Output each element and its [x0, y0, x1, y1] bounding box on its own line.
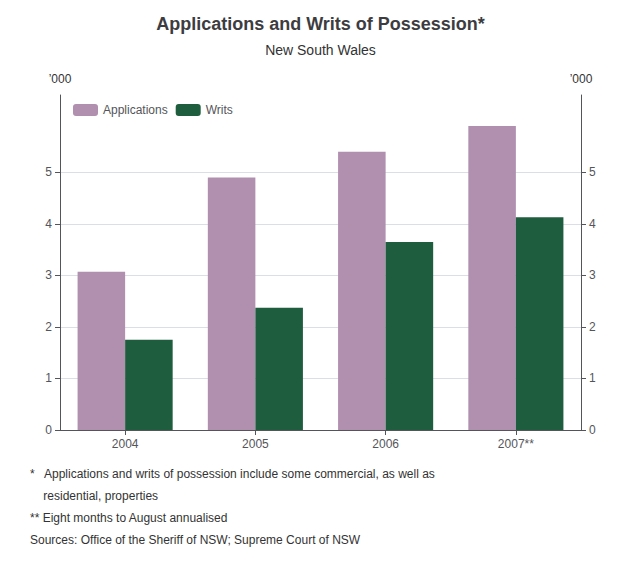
svg-text:Sources: Office of the Sheriff: Sources: Office of the Sheriff of NSW; S…	[30, 533, 361, 547]
svg-text:2004: 2004	[112, 437, 139, 451]
svg-text:Applications: Applications	[103, 103, 168, 117]
svg-text:1: 1	[589, 371, 596, 385]
svg-text:4: 4	[589, 217, 596, 231]
svg-text:residential, properties: residential, properties	[30, 489, 158, 503]
svg-text:0: 0	[45, 423, 52, 437]
svg-text:5: 5	[45, 165, 52, 179]
svg-text:** Eight months to August annu: ** Eight months to August annualised	[30, 511, 227, 525]
svg-text:2007**: 2007**	[498, 437, 534, 451]
svg-text:Applications and Writs of Poss: Applications and Writs of Possession*	[156, 14, 485, 34]
svg-text:2: 2	[589, 320, 596, 334]
svg-text:0: 0	[589, 423, 596, 437]
svg-text:* Applications and writs of: * Applications and writs of possession i…	[30, 467, 435, 481]
svg-text:Writs: Writs	[206, 103, 233, 117]
svg-text:1: 1	[45, 371, 52, 385]
svg-text:2: 2	[45, 320, 52, 334]
svg-text:4: 4	[45, 217, 52, 231]
svg-text:2005: 2005	[242, 437, 269, 451]
svg-text:5: 5	[589, 165, 596, 179]
svg-text:2006: 2006	[372, 437, 399, 451]
svg-text:’000: ’000	[49, 72, 72, 86]
svg-text:3: 3	[45, 268, 52, 282]
svg-text:’000: ’000	[570, 72, 593, 86]
svg-text:3: 3	[589, 268, 596, 282]
svg-text:New South Wales: New South Wales	[265, 42, 376, 58]
